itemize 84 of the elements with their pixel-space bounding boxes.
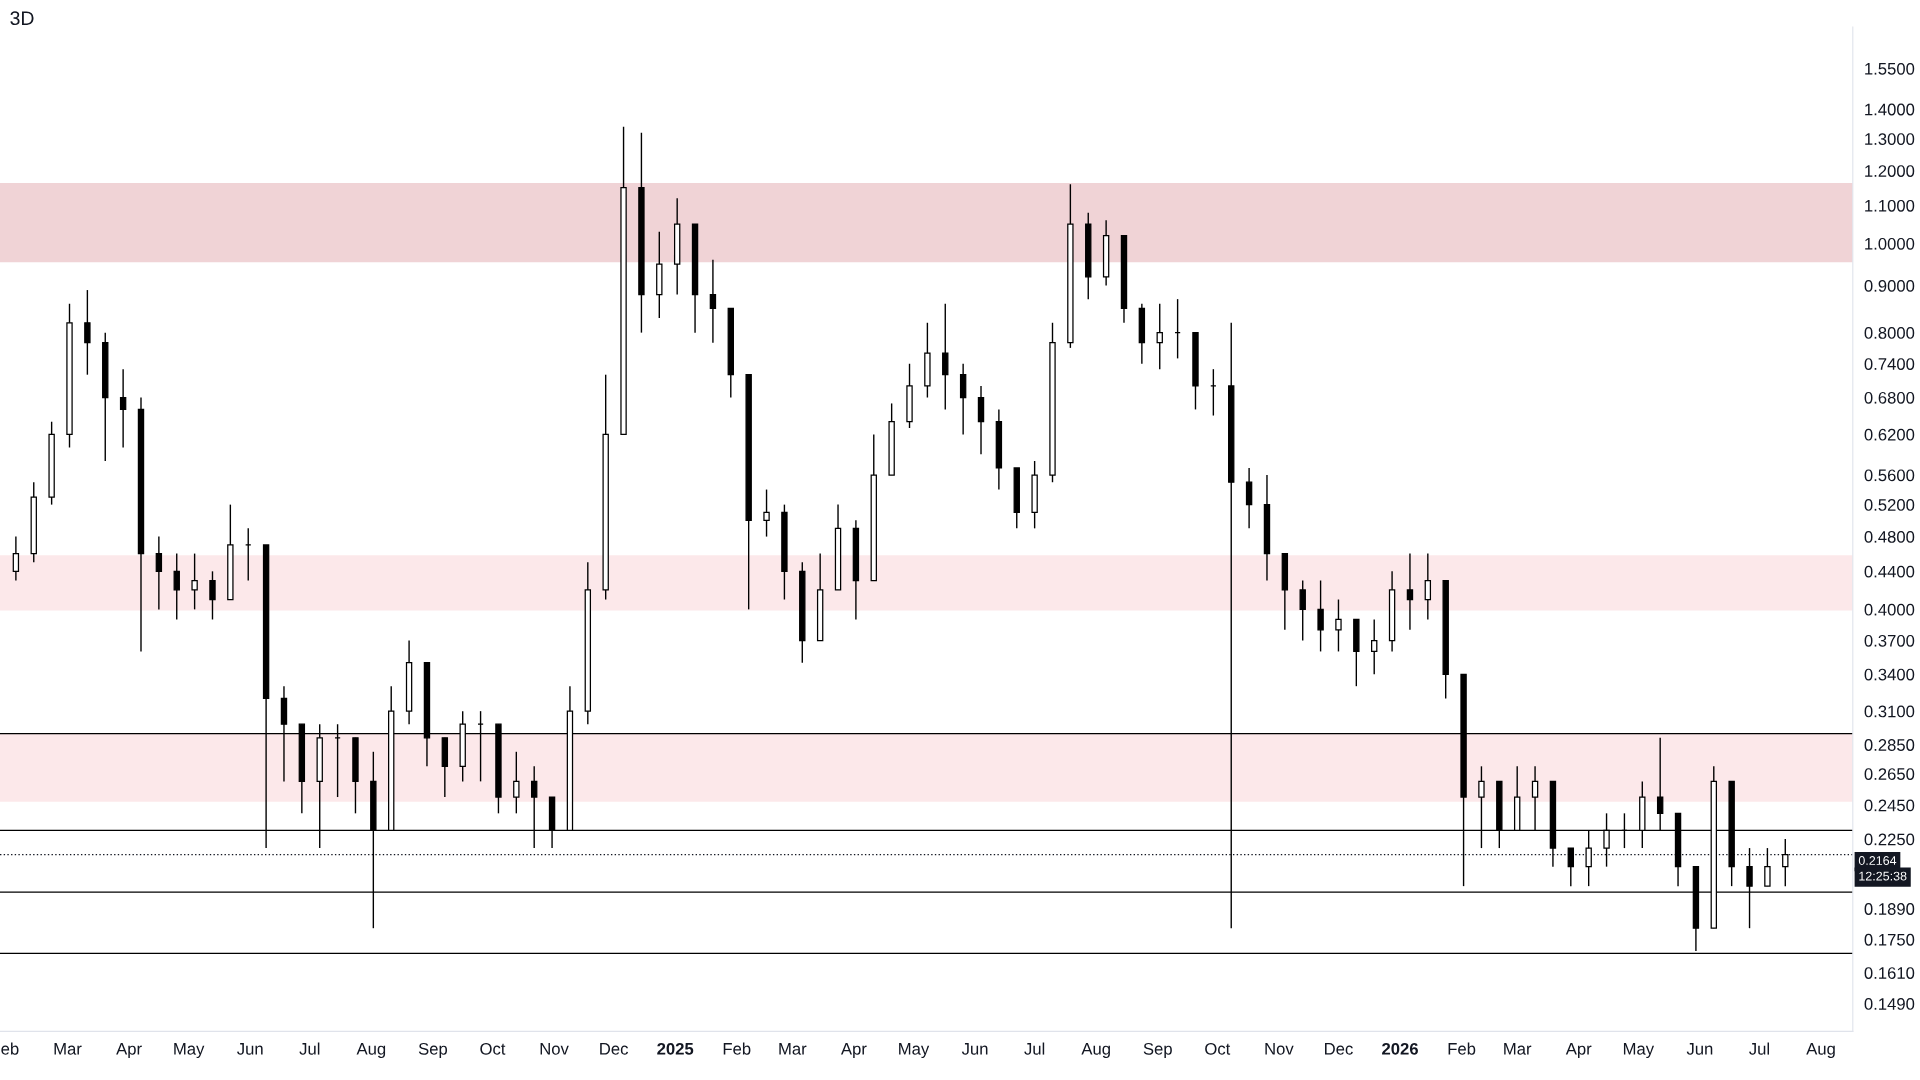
candlestick xyxy=(513,751,520,815)
y-tick-label: 0.1890 xyxy=(1864,903,1915,915)
x-tick-label: Jul xyxy=(299,1042,320,1055)
y-tick-label: 0.4800 xyxy=(1864,530,1915,543)
candlestick xyxy=(173,552,180,621)
candlestick xyxy=(1299,579,1306,642)
y-tick-label: 0.2850 xyxy=(1864,739,1915,751)
candlestick xyxy=(1245,467,1253,530)
x-tick-label: May xyxy=(1623,1043,1655,1059)
candlestick xyxy=(1156,303,1163,370)
x-tick-label: Oct xyxy=(480,1042,506,1055)
x-tick-label: Aug xyxy=(1081,1043,1110,1059)
x-tick-label: 2026 xyxy=(1382,1042,1418,1055)
candlestick xyxy=(1317,579,1324,653)
x-tick-label: Mar xyxy=(779,1043,807,1055)
x-tick-label: Sep xyxy=(1143,1042,1172,1059)
y-tick-label: 0.5200 xyxy=(1864,499,1915,511)
y-tick-label: 1.3000 xyxy=(1865,133,1915,145)
candlestick xyxy=(155,535,163,611)
y-tick-label: 1.1000 xyxy=(1865,199,1915,212)
x-tick-label: Jul xyxy=(1024,1042,1045,1055)
ref-line-label: 0.2164 xyxy=(1858,856,1897,865)
y-tick-label: 1.5500 xyxy=(1865,62,1915,75)
y-tick-label: 0.4000 xyxy=(1864,603,1915,616)
x-tick-label: Nov xyxy=(540,1043,569,1055)
y-tick-label: 1.4000 xyxy=(1865,103,1915,116)
y-tick-label: 0.2650 xyxy=(1864,768,1915,780)
candlestick xyxy=(1371,618,1378,675)
y-tick-label: 0.2450 xyxy=(1864,799,1915,812)
x-tick-label: Apr xyxy=(1565,1043,1592,1059)
x-tick-label: May xyxy=(174,1043,205,1059)
y-tick-label: 0.3400 xyxy=(1864,668,1915,681)
candlestick xyxy=(709,259,717,344)
candlestick xyxy=(84,289,91,376)
y-tick-label: 0.7400 xyxy=(1864,358,1915,370)
text: 12:25:38 xyxy=(1859,871,1907,881)
y-tick-label: 0.3100 xyxy=(1864,705,1915,718)
candlestick xyxy=(1764,847,1771,887)
candlestick xyxy=(1406,552,1414,631)
candlestick xyxy=(12,535,20,582)
x-tick-label: Apr xyxy=(840,1043,867,1059)
y-tick-label: 0.5600 xyxy=(1864,469,1915,482)
x-tick-label: 2025 xyxy=(657,1042,694,1055)
x-tick-label: Feb xyxy=(1448,1042,1476,1055)
y-tick-label: 1.0000 xyxy=(1865,237,1915,250)
candlestick xyxy=(1782,838,1789,887)
y-tick-label: 0.4400 xyxy=(1864,565,1915,578)
candlestick xyxy=(942,303,949,411)
y-tick-label: 0.3700 xyxy=(1864,634,1915,647)
candlestick xyxy=(1424,552,1432,621)
y-tick-label: 0.6800 xyxy=(1864,391,1915,404)
x-tick-label: Nov xyxy=(1265,1043,1294,1055)
x-tick-label: Mar xyxy=(1504,1043,1532,1055)
y-tick-label: 0.9000 xyxy=(1864,280,1915,292)
x-tick-label: Dec xyxy=(1325,1043,1353,1055)
x-tick-label: Apr xyxy=(116,1043,142,1059)
x-tick-label: Jun xyxy=(961,1043,988,1055)
x-tick-label: Jul xyxy=(1749,1042,1769,1055)
x-tick-label: May xyxy=(899,1043,930,1059)
candlestick xyxy=(209,570,216,621)
y-tick-label: 0.2250 xyxy=(1864,833,1915,846)
candlestick xyxy=(959,363,967,436)
x-tick-label: Dec xyxy=(600,1043,629,1055)
x-tick-label: Aug xyxy=(1806,1043,1835,1059)
x-tick-label: Jun xyxy=(1686,1043,1713,1055)
x-tick-label: eb xyxy=(1,1042,19,1055)
candlestick xyxy=(763,488,770,538)
candlestick xyxy=(1567,847,1575,887)
y-tick-label: 0.1750 xyxy=(1864,933,1915,946)
y-tick-label: 0.8000 xyxy=(1864,327,1915,339)
candlestick xyxy=(119,368,127,449)
x-tick-label: Oct xyxy=(1205,1042,1231,1055)
y-tick-label: 0.1610 xyxy=(1864,967,1915,979)
candlestick xyxy=(1335,598,1342,653)
x-tick-label: Jun xyxy=(237,1043,263,1055)
chart-title: 3D xyxy=(10,11,34,26)
y-tick-label: 0.1490 xyxy=(1864,998,1915,1010)
y-tick-label: 1.2000 xyxy=(1865,165,1915,177)
x-tick-label: Sep xyxy=(418,1042,448,1059)
x-tick-label: Mar xyxy=(54,1043,82,1055)
y-tick-label: 0.6200 xyxy=(1864,428,1915,441)
candlestick xyxy=(191,552,198,611)
x-tick-label: Aug xyxy=(356,1043,386,1059)
x-tick-label: Feb xyxy=(723,1042,751,1055)
